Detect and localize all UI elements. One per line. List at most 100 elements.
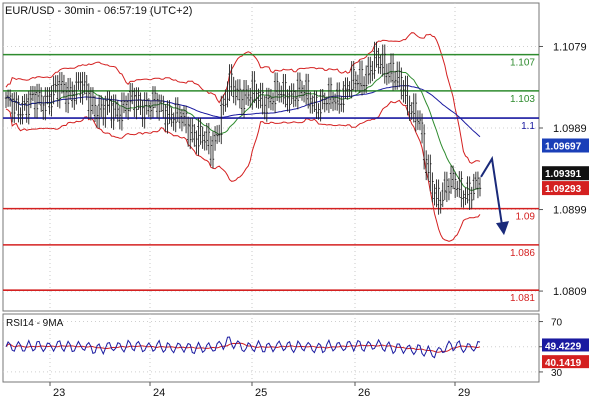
candle: [300, 80, 304, 101]
candle: [333, 93, 337, 111]
price-tag-label: 1.09697: [545, 141, 582, 152]
candle: [352, 60, 355, 91]
candle: [240, 89, 244, 116]
candle: [383, 44, 386, 84]
candle: [174, 97, 177, 133]
candle: [143, 92, 146, 129]
candle: [340, 96, 343, 112]
candle: [338, 82, 341, 114]
candle: [288, 85, 291, 113]
candle: [325, 96, 329, 111]
candle: [242, 80, 246, 118]
candle: [267, 87, 271, 109]
candle: [354, 71, 358, 93]
candle: [97, 95, 101, 129]
candle: [389, 53, 393, 83]
candle: [263, 95, 266, 120]
candle: [344, 77, 347, 100]
candle: [319, 89, 322, 122]
candle: [215, 125, 219, 144]
candle: [259, 82, 262, 109]
candle: [68, 77, 72, 100]
candle: [197, 117, 200, 156]
candle: [104, 95, 107, 128]
candle: [269, 88, 273, 111]
candle: [87, 83, 90, 120]
candle: [35, 83, 39, 119]
candle: [135, 87, 138, 120]
candle: [85, 75, 88, 101]
candle: [379, 54, 382, 75]
candle: [13, 92, 16, 123]
candle: [292, 83, 295, 108]
price-tag-box: [542, 181, 589, 196]
candle: [431, 172, 434, 203]
candle: [232, 76, 235, 104]
price-tag-box: [542, 138, 589, 153]
candle: [176, 97, 179, 122]
candle: [172, 112, 175, 131]
candle: [317, 103, 320, 120]
candle: [73, 84, 76, 110]
candle: [42, 96, 45, 120]
candle: [95, 105, 99, 128]
candle: [453, 171, 457, 199]
candle: [228, 64, 231, 102]
candle: [416, 110, 420, 130]
candle: [128, 82, 132, 112]
candle: [182, 105, 186, 127]
candle: [238, 79, 242, 109]
candle: [414, 93, 418, 132]
candle: [203, 131, 206, 151]
candle: [393, 70, 397, 90]
candle: [11, 93, 14, 123]
candle: [311, 95, 314, 114]
candle: [224, 89, 227, 112]
level-label: 1.107: [510, 58, 535, 69]
candle: [410, 102, 413, 120]
candle: [255, 83, 258, 108]
rsi-y-tick-label: 70: [551, 318, 563, 329]
candle: [447, 178, 451, 201]
candle: [19, 107, 22, 125]
candle: [331, 91, 335, 112]
candle: [149, 100, 153, 120]
candle: [408, 95, 411, 121]
candle: [23, 93, 26, 111]
candle: [102, 99, 105, 126]
candle: [37, 83, 41, 105]
candle: [468, 176, 471, 210]
candle: [265, 87, 269, 122]
candle: [83, 71, 86, 95]
candle: [17, 95, 20, 123]
candle: [460, 171, 463, 208]
candle: [180, 108, 184, 132]
candle: [476, 171, 480, 199]
candle: [199, 117, 202, 145]
candle: [153, 86, 157, 109]
price-tag: 1.09697: [542, 138, 589, 153]
candle: [449, 165, 453, 194]
candle: [396, 61, 399, 90]
candle: [58, 72, 62, 109]
candle: [474, 171, 478, 190]
candle: [151, 86, 155, 118]
candle: [271, 92, 275, 111]
candle: [342, 81, 345, 113]
bollinger-lower: [5, 99, 481, 242]
candle: [100, 95, 103, 118]
candle: [147, 98, 151, 118]
candle: [189, 117, 192, 150]
candle: [244, 80, 248, 105]
candle: [373, 41, 376, 79]
candle: [261, 82, 264, 115]
candle: [220, 95, 223, 145]
candle: [166, 100, 169, 134]
candle: [162, 95, 165, 119]
candle: [348, 81, 351, 98]
candle: [369, 56, 372, 84]
candle: [329, 77, 333, 109]
candle: [456, 180, 459, 197]
candle: [62, 74, 66, 99]
candle: [141, 99, 144, 127]
